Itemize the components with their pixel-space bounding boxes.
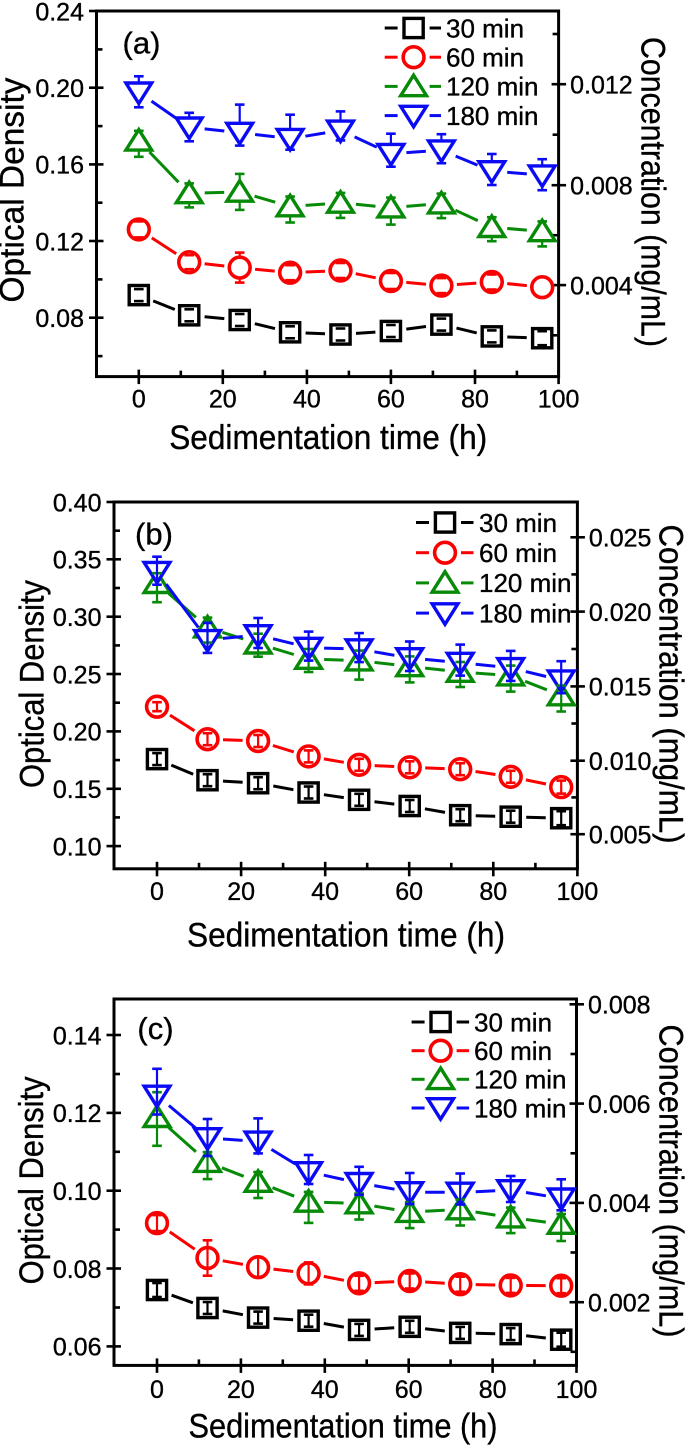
svg-text:Optical Density: Optical Density — [13, 1076, 51, 1284]
svg-text:0.20: 0.20 — [35, 75, 84, 103]
svg-text:0.06: 0.06 — [53, 1334, 102, 1362]
svg-text:60 min: 60 min — [479, 538, 557, 568]
svg-text:0: 0 — [150, 878, 164, 906]
svg-text:80: 80 — [461, 386, 489, 414]
svg-text:Sedimentation time (h): Sedimentation time (h) — [169, 419, 487, 457]
svg-text:0.10: 0.10 — [53, 1178, 102, 1206]
svg-text:0.12: 0.12 — [53, 1100, 102, 1128]
svg-text:0.12: 0.12 — [35, 228, 84, 256]
svg-text:0.006: 0.006 — [588, 1091, 651, 1119]
svg-text:80: 80 — [479, 1376, 507, 1404]
svg-text:100: 100 — [538, 386, 580, 414]
svg-text:0.004: 0.004 — [570, 272, 633, 300]
svg-text:120 min: 120 min — [446, 72, 539, 102]
svg-text:0.025: 0.025 — [589, 525, 652, 553]
svg-text:0.20: 0.20 — [53, 719, 102, 747]
svg-text:100: 100 — [556, 1376, 598, 1404]
svg-text:20: 20 — [209, 386, 237, 414]
svg-text:30 min: 30 min — [446, 13, 524, 43]
svg-text:0: 0 — [132, 386, 146, 414]
svg-text:0.002: 0.002 — [588, 1290, 651, 1318]
svg-text:0.24: 0.24 — [35, 0, 84, 26]
svg-text:(a): (a) — [123, 26, 161, 61]
svg-text:0.008: 0.008 — [570, 173, 633, 201]
svg-text:100: 100 — [557, 878, 599, 906]
svg-text:0.30: 0.30 — [53, 604, 102, 632]
svg-text:0.010: 0.010 — [589, 748, 652, 776]
svg-text:Sedimentation time (h): Sedimentation time (h) — [189, 1408, 498, 1446]
svg-text:30 min: 30 min — [479, 508, 557, 538]
svg-text:120 min: 120 min — [479, 568, 572, 598]
svg-text:0.15: 0.15 — [53, 776, 102, 804]
svg-text:0.40: 0.40 — [53, 489, 102, 517]
svg-text:(b): (b) — [135, 517, 173, 552]
svg-text:0.015: 0.015 — [589, 674, 652, 702]
svg-text:120 min: 120 min — [474, 1065, 567, 1095]
svg-text:0.005: 0.005 — [589, 822, 652, 850]
svg-text:Concentration (mg/mL): Concentration (mg/mL) — [652, 1025, 685, 1338]
svg-text:0.08: 0.08 — [53, 1256, 102, 1284]
svg-text:0: 0 — [150, 1376, 164, 1404]
svg-text:0.004: 0.004 — [588, 1190, 651, 1218]
svg-text:180 min: 180 min — [474, 1093, 567, 1123]
svg-text:Concentration (mg/mL): Concentration (mg/mL) — [634, 37, 672, 347]
svg-text:0.16: 0.16 — [35, 152, 84, 180]
svg-text:60 min: 60 min — [474, 1036, 552, 1066]
svg-text:0.10: 0.10 — [53, 833, 102, 861]
svg-text:60: 60 — [395, 1376, 423, 1404]
svg-text:20: 20 — [227, 878, 255, 906]
svg-text:40: 40 — [293, 386, 321, 414]
svg-text:Optical Density: Optical Density — [14, 580, 52, 788]
svg-text:Optical Density: Optical Density — [0, 78, 32, 303]
svg-text:Concentration (mg/mL): Concentration (mg/mL) — [652, 525, 685, 844]
svg-text:20: 20 — [227, 1376, 255, 1404]
svg-text:(c): (c) — [137, 1011, 173, 1046]
svg-text:40: 40 — [311, 878, 339, 906]
svg-text:30 min: 30 min — [474, 1007, 552, 1037]
svg-text:60: 60 — [377, 386, 405, 414]
svg-text:80: 80 — [479, 878, 507, 906]
svg-text:40: 40 — [311, 1376, 339, 1404]
svg-text:Sedimentation time (h): Sedimentation time (h) — [187, 916, 505, 954]
svg-text:60: 60 — [395, 878, 423, 906]
svg-text:0.25: 0.25 — [53, 661, 102, 689]
svg-text:0.020: 0.020 — [589, 599, 652, 627]
svg-text:0.012: 0.012 — [570, 72, 633, 100]
svg-text:180 min: 180 min — [446, 101, 539, 131]
svg-text:180 min: 180 min — [479, 598, 572, 628]
svg-text:0.08: 0.08 — [35, 305, 84, 333]
svg-text:0.14: 0.14 — [53, 1022, 102, 1050]
svg-text:0.35: 0.35 — [53, 547, 102, 575]
svg-text:0.008: 0.008 — [588, 992, 651, 1020]
svg-text:60 min: 60 min — [446, 43, 524, 73]
